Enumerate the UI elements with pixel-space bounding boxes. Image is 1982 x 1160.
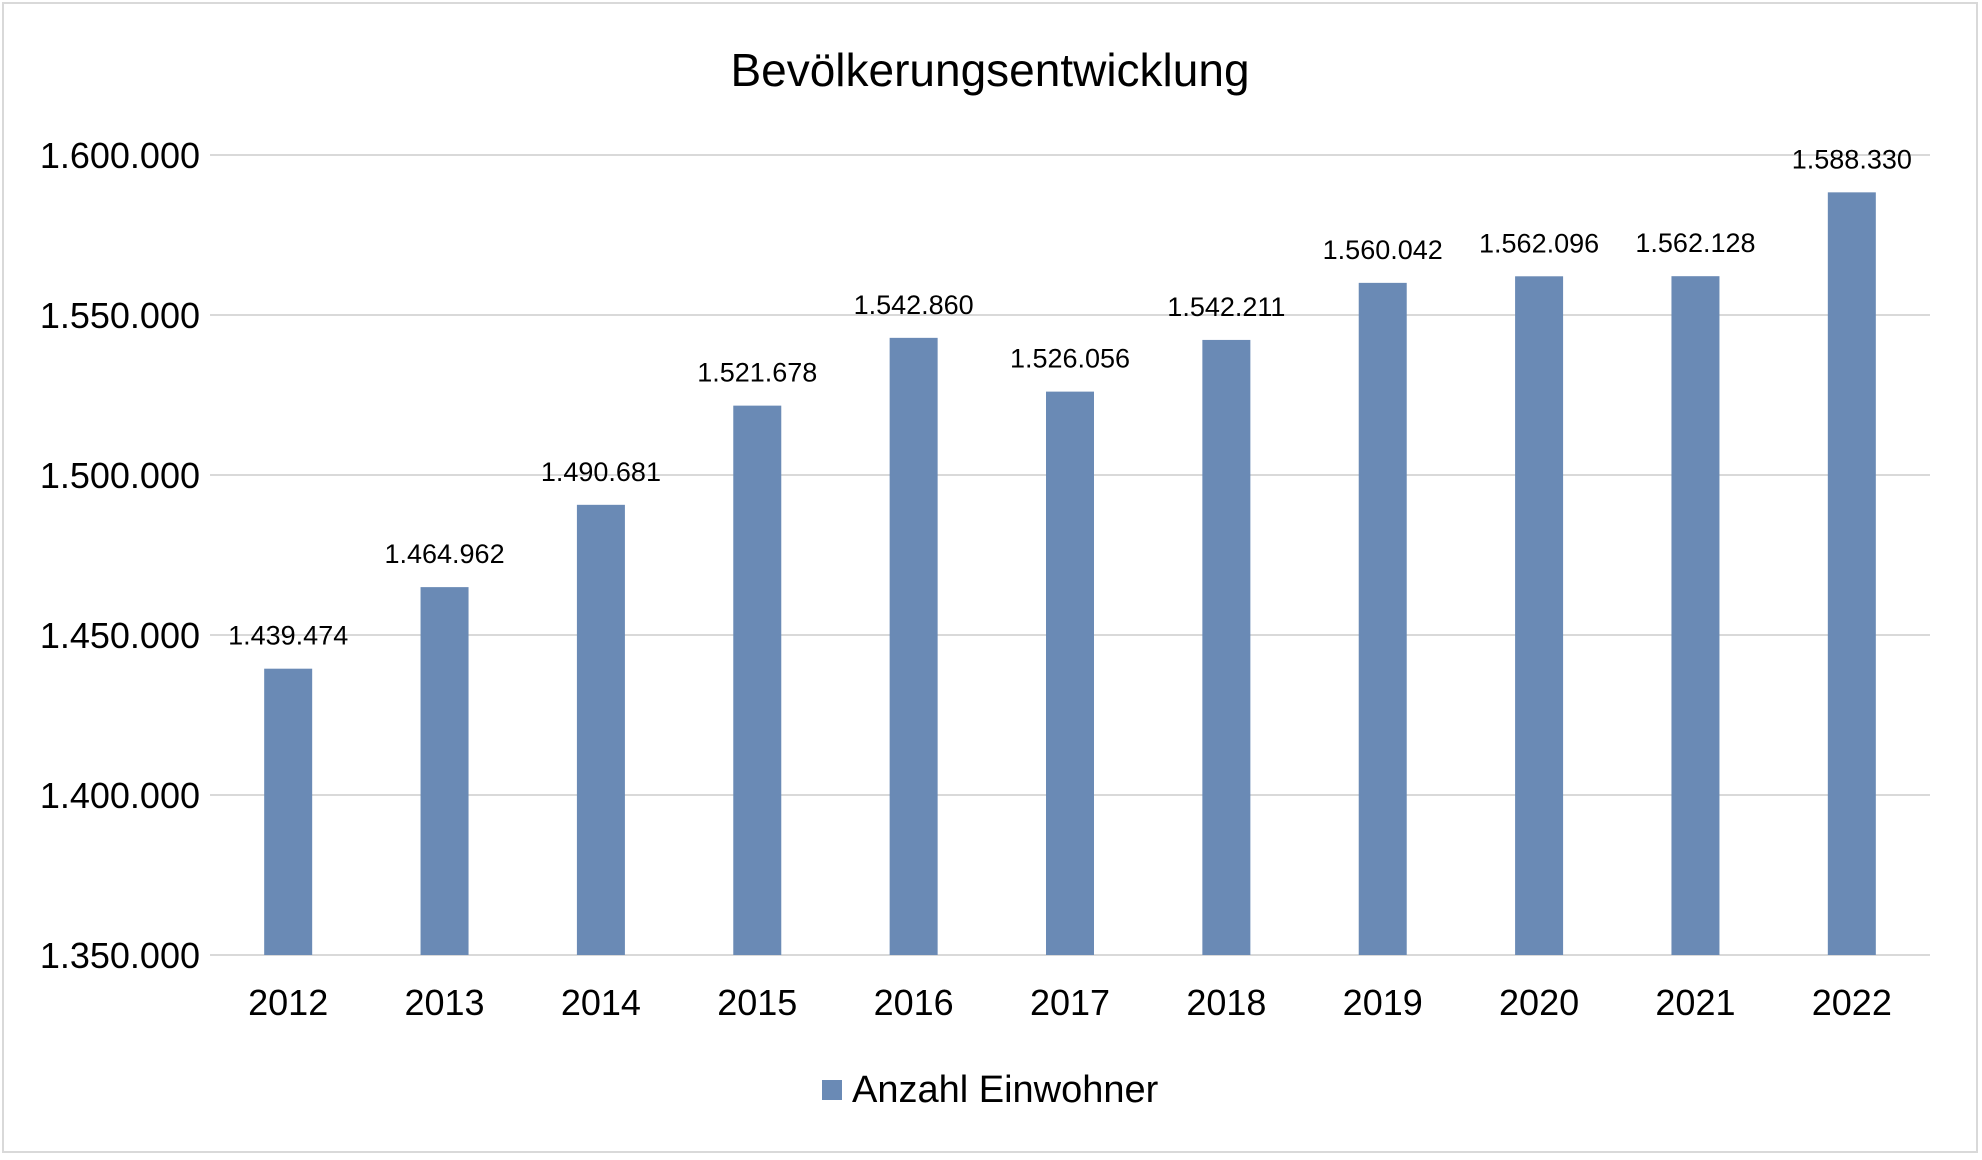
y-axis: 1.350.000 1.400.000 1.450.000 1.500.000 1.55… xyxy=(40,135,200,976)
x-tick-label: 2016 xyxy=(874,982,954,1023)
data-label: 1.439.474 xyxy=(228,621,348,651)
bar xyxy=(576,504,625,955)
bar xyxy=(1046,391,1094,955)
legend-swatch xyxy=(822,1080,842,1100)
x-tick-label: 2019 xyxy=(1343,982,1423,1023)
x-tick-label: 2015 xyxy=(717,982,797,1023)
bar xyxy=(733,405,782,956)
legend: Anzahl Einwohner xyxy=(822,1069,1159,1111)
bar-chart: Bevölkerungsentwicklung 1.350.000 1.400.0… xyxy=(40,44,1930,1111)
bar xyxy=(1358,282,1407,955)
data-label: 1.521.678 xyxy=(697,358,817,388)
bar xyxy=(264,668,313,955)
data-labels: 1.439.474 1.464.962 1.490.681 1.521.678 1.54… xyxy=(228,144,1912,650)
x-tick-label: 2017 xyxy=(1030,982,1110,1023)
legend-label: Anzahl Einwohner xyxy=(852,1069,1159,1111)
y-tick-label: 1.550.000 xyxy=(40,295,200,336)
y-tick-label: 1.350.000 xyxy=(40,935,200,976)
bar xyxy=(420,587,469,955)
data-label: 1.542.860 xyxy=(854,290,974,320)
x-axis: 2012 2013 2014 2015 2016 2017 2018 2019 2020 2021… xyxy=(248,982,1892,1023)
x-tick-label: 2022 xyxy=(1812,982,1892,1023)
data-label: 1.542.211 xyxy=(1167,292,1285,322)
data-label: 1.464.962 xyxy=(384,539,504,569)
chart-title: Bevölkerungsentwicklung xyxy=(730,44,1249,96)
y-tick-label: 1.500.000 xyxy=(40,455,200,496)
bar xyxy=(1515,276,1564,955)
x-tick-label: 2014 xyxy=(561,982,641,1023)
x-tick-label: 2012 xyxy=(248,982,328,1023)
y-tick-label: 1.600.000 xyxy=(40,135,200,176)
data-label: 1.560.042 xyxy=(1323,235,1443,265)
bar xyxy=(889,337,938,955)
data-label: 1.490.681 xyxy=(541,457,661,487)
bar xyxy=(1671,276,1720,955)
bar xyxy=(1202,339,1251,955)
y-tick-label: 1.450.000 xyxy=(40,615,200,656)
y-tick-label: 1.400.000 xyxy=(40,775,200,816)
data-label: 1.526.056 xyxy=(1010,344,1130,374)
data-label: 1.588.330 xyxy=(1792,144,1912,174)
data-label: 1.562.128 xyxy=(1635,228,1755,258)
x-tick-label: 2020 xyxy=(1499,982,1579,1023)
bar xyxy=(1827,192,1876,955)
data-label: 1.562.096 xyxy=(1479,228,1599,258)
bars xyxy=(264,192,1876,956)
x-tick-label: 2018 xyxy=(1186,982,1266,1023)
x-tick-label: 2013 xyxy=(404,982,484,1023)
x-tick-label: 2021 xyxy=(1655,982,1735,1023)
